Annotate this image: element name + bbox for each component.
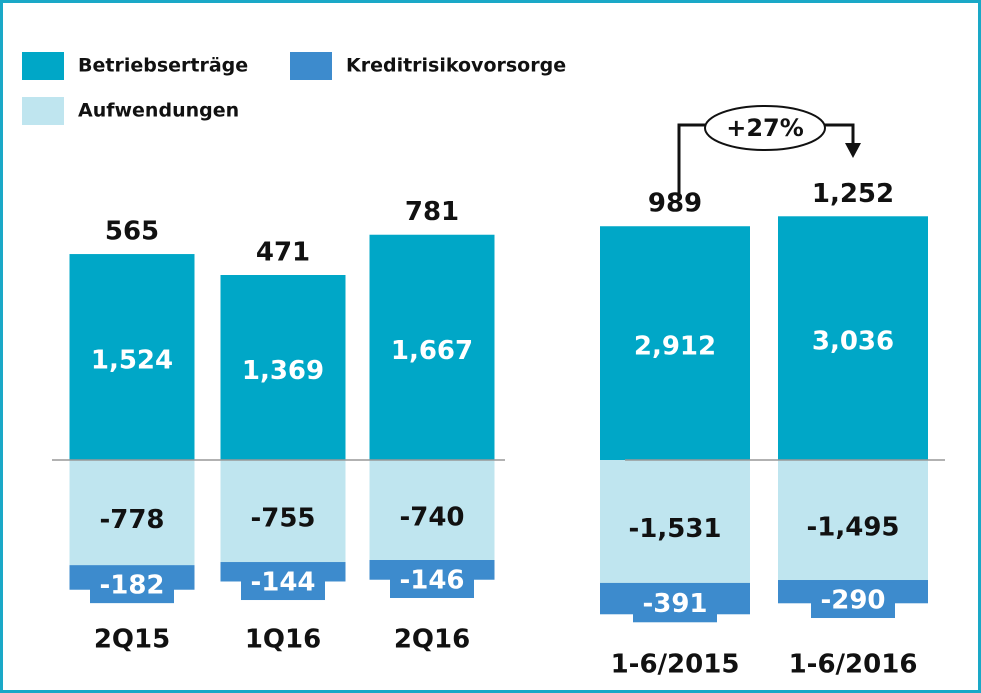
total-label: 781 xyxy=(405,197,459,227)
value-label: -755 xyxy=(250,504,315,534)
value-label: -1,495 xyxy=(806,513,899,543)
annotation: +27% xyxy=(726,114,804,142)
arrow-head xyxy=(845,143,861,158)
bar-segment xyxy=(369,460,495,560)
legend-label: Betriebserträge xyxy=(78,55,248,77)
value-label: 3,036 xyxy=(812,327,894,357)
total-label: 989 xyxy=(648,189,702,219)
label-box xyxy=(241,564,325,601)
bar-segment xyxy=(220,275,346,460)
annotation-bubble xyxy=(704,105,826,151)
label-box xyxy=(390,562,474,598)
legend-swatch xyxy=(290,52,332,80)
category-label: 1Q16 xyxy=(245,625,321,655)
label-box xyxy=(811,582,895,619)
value-label: -740 xyxy=(399,503,464,533)
value-label: -391 xyxy=(642,589,707,619)
value-label: -144 xyxy=(250,568,315,598)
value-label: 1,369 xyxy=(242,356,324,386)
value-label: -778 xyxy=(99,505,164,535)
category-label: 1-6/2015 xyxy=(611,650,740,680)
total-label: 471 xyxy=(256,238,310,268)
category-label: 2Q15 xyxy=(94,625,170,655)
value-label: 1,667 xyxy=(391,336,473,366)
label-box xyxy=(90,567,174,604)
bar-segment xyxy=(600,226,750,460)
legend-label: Aufwendungen xyxy=(78,100,239,122)
legend-swatch xyxy=(22,52,64,80)
value-label: 2,912 xyxy=(634,332,716,362)
bar-segment xyxy=(369,234,495,460)
bar-segment xyxy=(600,460,750,583)
bar-segment xyxy=(778,216,928,460)
legend-swatch xyxy=(22,97,64,125)
value-label: -146 xyxy=(399,566,464,596)
legend-label: Kreditrisikovorsorge xyxy=(346,55,566,77)
label-box xyxy=(633,584,717,623)
bar-segment xyxy=(778,460,928,581)
annotation-arrow xyxy=(677,123,855,195)
bar-segment xyxy=(220,460,346,563)
bar-segment xyxy=(69,254,195,460)
value-label: -182 xyxy=(99,571,164,601)
value-label: -290 xyxy=(820,586,885,616)
category-label: 2Q16 xyxy=(394,625,470,655)
value-label: 1,524 xyxy=(91,346,173,376)
bar-segment xyxy=(69,460,195,566)
value-label: -1,531 xyxy=(628,514,721,544)
total-label: 565 xyxy=(105,217,159,247)
total-label: 1,252 xyxy=(812,179,894,209)
category-label: 1-6/2016 xyxy=(789,650,918,680)
